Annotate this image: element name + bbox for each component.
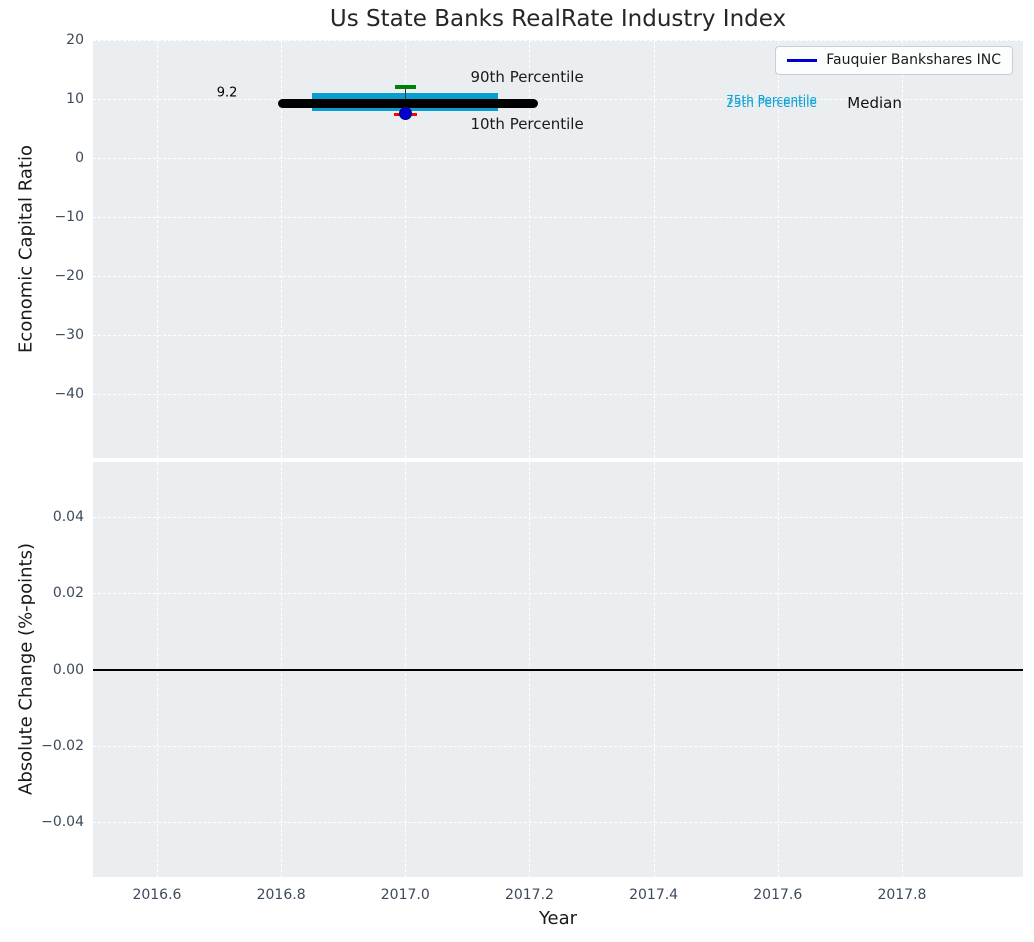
y-tick-label: −10: [54, 208, 84, 225]
median-line: [278, 99, 538, 109]
annotation: 10th Percentile: [470, 115, 584, 134]
y-gridline: [93, 745, 1023, 747]
x-tick-label: 2017.0: [380, 887, 430, 903]
x-gridline: [156, 40, 158, 458]
y-tick-label: −40: [54, 385, 84, 402]
y-tick-label: 0.02: [52, 585, 84, 602]
legend-label: Fauquier Bankshares INC: [826, 52, 1001, 68]
legend: Fauquier Bankshares INC: [775, 46, 1013, 75]
y-tick-label: 0: [75, 149, 84, 166]
annotation: Median: [847, 94, 902, 113]
y-tick-label: 10: [66, 90, 84, 107]
x-tick-label: 2017.8: [877, 887, 927, 903]
x-tick-label: 2017.4: [629, 887, 679, 903]
y-gridline: [93, 334, 1023, 336]
x-gridline: [281, 40, 283, 458]
annotation: 90th Percentile: [470, 68, 584, 87]
zero-line: [93, 668, 1023, 671]
company-dot: [398, 106, 412, 120]
y-gridline: [93, 216, 1023, 218]
x-gridline: [529, 40, 531, 458]
y-tick-label: 20: [66, 32, 84, 48]
x-gridline: [777, 40, 779, 458]
y-tick-label: 0.00: [52, 661, 84, 678]
top-axes: [93, 40, 1023, 458]
y-gridline: [93, 517, 1023, 519]
y-tick-label: −0.04: [41, 813, 84, 830]
annotation: 75th Percentile: [726, 93, 817, 108]
annotation: 25th Percentile: [726, 95, 817, 110]
legend-line-icon: [787, 58, 818, 62]
x-tick-label: 2017.2: [504, 887, 554, 903]
annotation: 9.2: [216, 85, 238, 101]
y-gridline: [93, 821, 1023, 823]
x-tick-label: 2016.6: [132, 887, 182, 903]
y-gridline: [93, 98, 1023, 100]
y-tick-label: −30: [54, 326, 84, 343]
y-gridline: [93, 275, 1023, 277]
y-tick-label: 0.04: [52, 509, 84, 526]
y-tick-label: −20: [54, 267, 84, 284]
chart-title: Us State Banks RealRate Industry Index: [329, 6, 787, 32]
x-gridline: [653, 40, 655, 458]
x-axis-label: Year: [538, 908, 578, 929]
y-gridline: [93, 40, 1023, 41]
whisker-cap-90: [394, 85, 416, 90]
x-gridline: [901, 40, 903, 458]
x-tick-label: 2016.8: [256, 887, 306, 903]
x-tick-label: 2017.6: [753, 887, 803, 903]
y-gridline: [93, 393, 1023, 395]
x-gridline: [405, 40, 407, 458]
y-tick-label: −0.02: [41, 737, 84, 754]
y-gridline: [93, 593, 1023, 595]
y-gridline: [93, 157, 1023, 159]
